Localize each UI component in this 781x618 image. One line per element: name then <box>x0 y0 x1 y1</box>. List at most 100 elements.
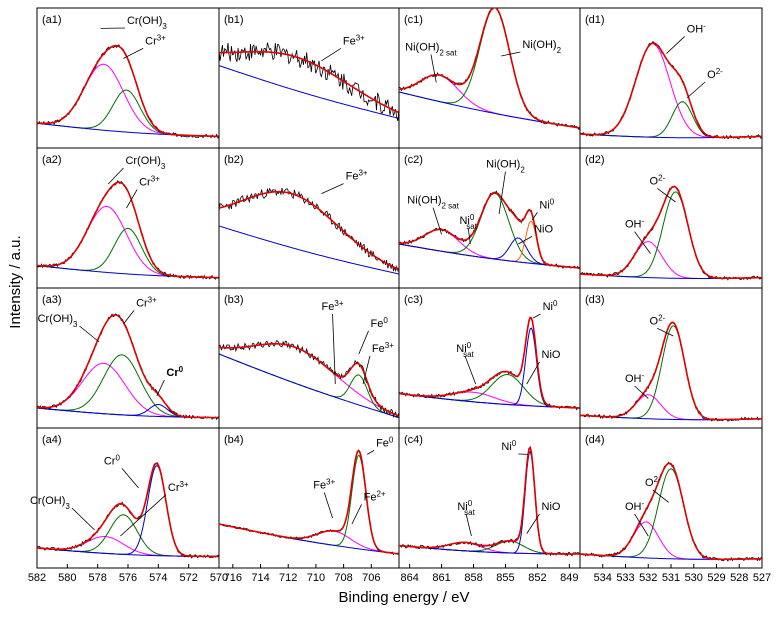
peak-annotation: O2- <box>650 313 666 328</box>
annotation-superscript: 0 <box>383 315 388 324</box>
peak-annotation: Fe2+ <box>364 489 386 504</box>
peak-annotation: Fe3+ <box>343 33 365 48</box>
annotation-species: OH <box>625 373 642 385</box>
annotation-leader <box>465 513 472 537</box>
peak-annotation: Fe0 <box>371 315 389 330</box>
peak-annotation: Ni0 sat <box>456 341 474 359</box>
x-tick-label: 533 <box>616 572 634 584</box>
annotation-leader <box>79 325 100 343</box>
annotation-leader <box>498 171 506 215</box>
annotation-species: Ni <box>539 199 549 211</box>
annotation-species: Cr <box>136 297 148 309</box>
component-peak-2 <box>580 191 762 279</box>
fit-envelope <box>219 190 399 271</box>
component-peak-1 <box>399 74 580 129</box>
annotation-superscript: 0 <box>512 439 517 448</box>
fit-envelope <box>37 44 219 138</box>
annotation-species: Cr <box>168 482 180 494</box>
x-tick-label: 576 <box>119 572 137 584</box>
panel-frame <box>579 427 763 569</box>
fit-envelope <box>219 449 399 555</box>
fit-envelope <box>399 191 580 269</box>
peak-annotation: OH- <box>625 499 645 514</box>
background-line <box>219 225 399 275</box>
annotation-leader <box>686 81 706 99</box>
panel-label: (b1) <box>224 14 244 26</box>
plot-area <box>399 190 580 270</box>
component-peak-1 <box>37 535 219 557</box>
annotation-species: O <box>707 69 716 81</box>
peak-annotation: Ni0 <box>501 439 516 454</box>
background-line <box>37 407 219 419</box>
panel-label: (c4) <box>404 434 423 446</box>
annotation-superscript: 0 <box>389 435 394 444</box>
annotation-species: NiO <box>534 223 553 235</box>
component-peak-1 <box>37 63 219 137</box>
panel-label: (b3) <box>224 294 244 306</box>
annotation-species: NiO <box>542 349 561 361</box>
x-tick-label: 852 <box>528 572 546 584</box>
component-peak-3 <box>399 237 580 269</box>
annotation-species: Cr(OH) <box>127 15 162 27</box>
annotation-leader <box>156 379 165 397</box>
annotation-superscript: 0 <box>179 365 184 374</box>
plot-area <box>219 340 399 419</box>
x-tick-label: 531 <box>662 572 680 584</box>
annotation-leader <box>657 188 676 203</box>
annotation-superscript: 3+ <box>334 299 343 308</box>
annotation-superscript: 3+ <box>358 168 367 177</box>
annotation-subscript: 2 <box>557 46 562 55</box>
background-line <box>399 393 580 409</box>
annotation-leader <box>518 236 533 245</box>
raw-spectrum <box>219 42 399 122</box>
peak-annotation: Cr3+ <box>168 479 189 494</box>
x-tick-label: 864 <box>400 572 418 584</box>
peak-annotation: Fe0 <box>376 435 394 450</box>
component-peak-1 <box>580 43 762 138</box>
fit-envelope <box>580 185 762 280</box>
annotation-superscript: 3+ <box>151 174 160 183</box>
annotation-leader <box>366 450 375 455</box>
component-peak-2 <box>219 353 399 419</box>
peak-annotation: Fe3+ <box>322 299 344 314</box>
annotation-superscript: 3+ <box>148 295 157 304</box>
plot-area <box>37 313 219 421</box>
annotation-species: Cr(OH) <box>38 313 73 325</box>
component-peak-1 <box>580 241 762 279</box>
annotation-leader <box>467 227 471 245</box>
annotation-leader <box>126 189 138 209</box>
annotation-subscript: 2 sat <box>439 48 457 57</box>
peak-annotation: Fe3+ <box>372 341 394 356</box>
plot-area <box>399 445 580 557</box>
peak-annotation: NiO <box>534 223 553 235</box>
annotation-subscript: 2 sat <box>442 201 460 210</box>
annotation-leader <box>652 489 669 503</box>
annotation-leader <box>107 167 124 185</box>
peak-annotation: OH- <box>687 21 707 36</box>
panel-frame <box>579 287 763 429</box>
annotation-superscript: 0 <box>468 499 473 508</box>
annotation-leader <box>121 468 139 489</box>
annotation-species: Ni <box>543 301 553 313</box>
peak-annotation: Cr0 <box>104 453 121 468</box>
annotation-superscript: 3+ <box>157 33 166 42</box>
annotation-species: Ni <box>501 441 511 453</box>
annotation-leader <box>362 355 371 385</box>
annotation-leader <box>432 207 442 235</box>
peak-annotation: Cr(OH)3 <box>38 313 78 329</box>
plot-area <box>37 462 219 559</box>
annotation-species: Fe <box>322 301 335 313</box>
annotation-leader <box>321 48 342 62</box>
peak-annotation: Ni0 sat <box>459 213 477 231</box>
x-tick-label: 578 <box>88 572 106 584</box>
annotation-leader <box>657 328 674 337</box>
peak-annotation: Cr3+ <box>145 33 166 48</box>
annotation-species: Ni(OH) <box>405 41 439 53</box>
annotation-species: O <box>645 477 654 489</box>
peak-annotation: Cr(OH)3 <box>125 155 165 171</box>
background-line <box>37 265 219 279</box>
